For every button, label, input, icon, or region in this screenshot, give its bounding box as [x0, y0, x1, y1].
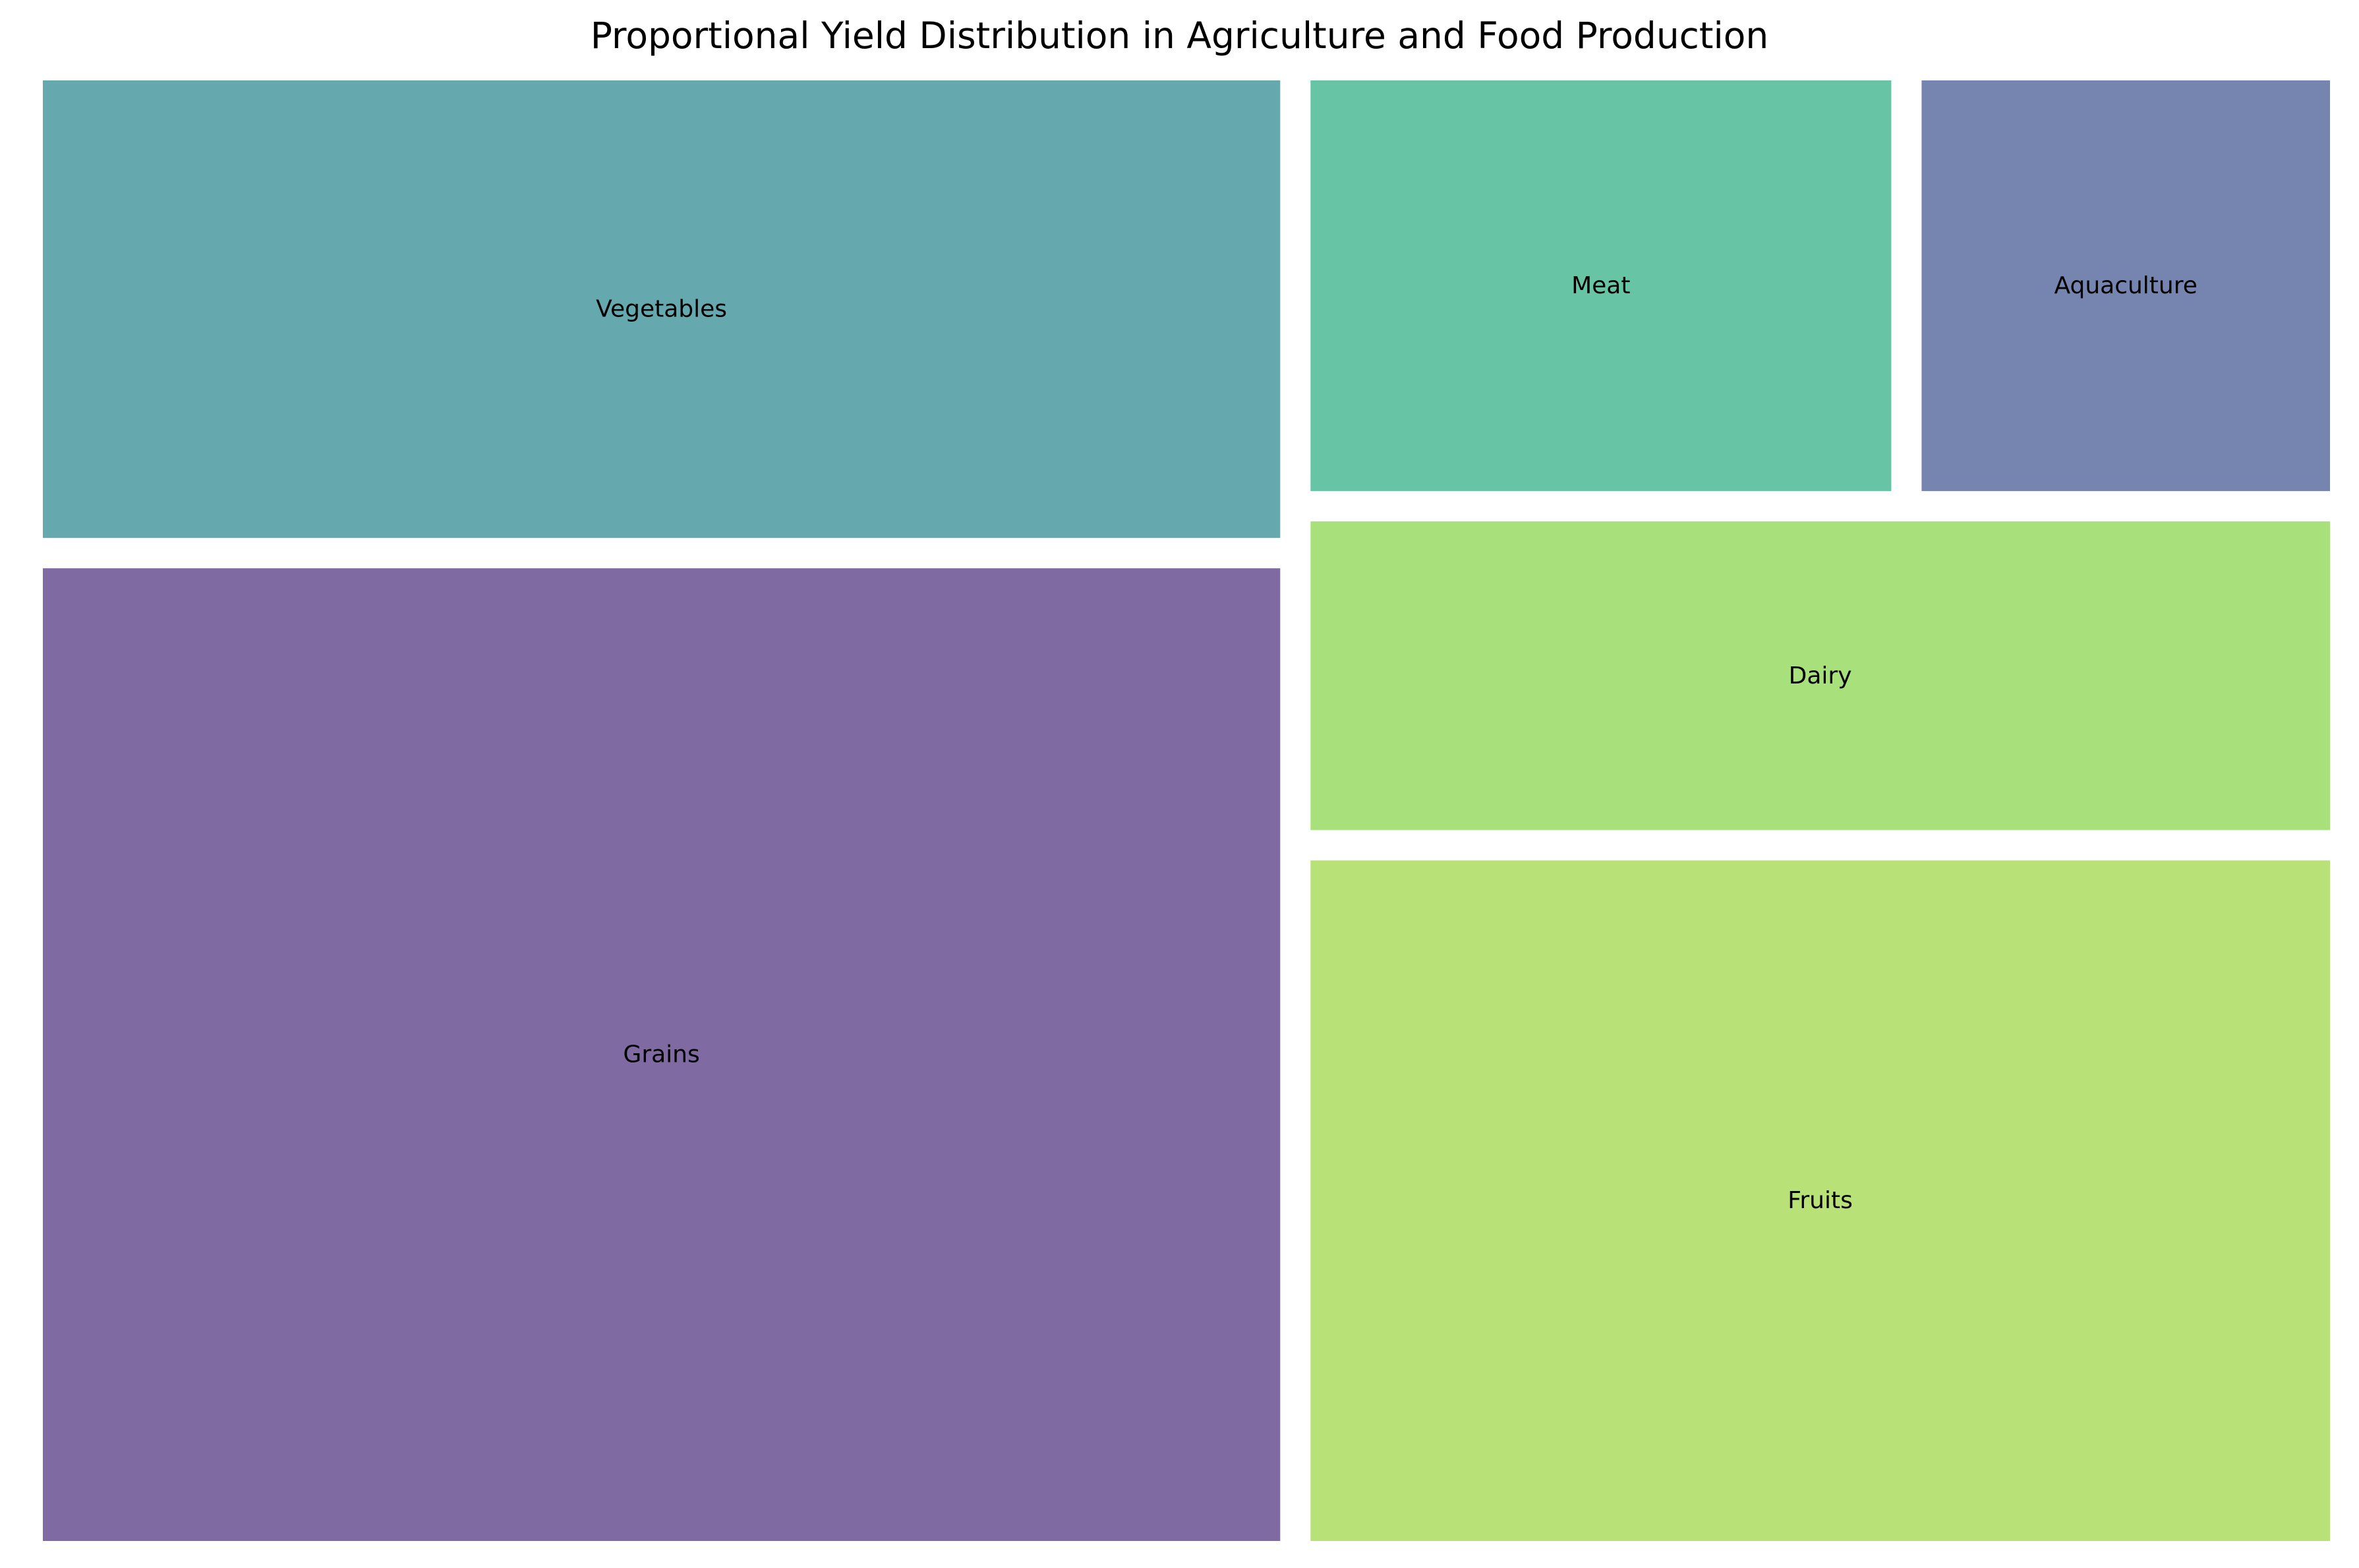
treemap-labels: Vegetables Grains Meat Aquaculture Dairy Frui… [596, 272, 2198, 1214]
treemap-tile-vegetables [43, 80, 1281, 538]
treemap-label-fruits: Fruits [1788, 1187, 1853, 1214]
chart-title: Proportional Yield Distribution in Agric… [590, 15, 1769, 57]
treemap-label-dairy: Dairy [1789, 662, 1852, 689]
treemap-tile-aquaculture [1921, 80, 2330, 492]
treemap-tile-fruits [1310, 860, 2330, 1541]
treemap-label-grains: Grains [623, 1041, 699, 1068]
treemap-tile-dairy [1310, 521, 2330, 830]
treemap-label-vegetables: Vegetables [596, 296, 727, 323]
treemap-tiles [43, 80, 2330, 1542]
treemap-tile-meat [1310, 80, 1892, 492]
treemap-tile-grains [43, 568, 1281, 1542]
treemap-label-aquaculture: Aquaculture [2054, 272, 2197, 299]
treemap-label-meat: Meat [1571, 272, 1630, 299]
